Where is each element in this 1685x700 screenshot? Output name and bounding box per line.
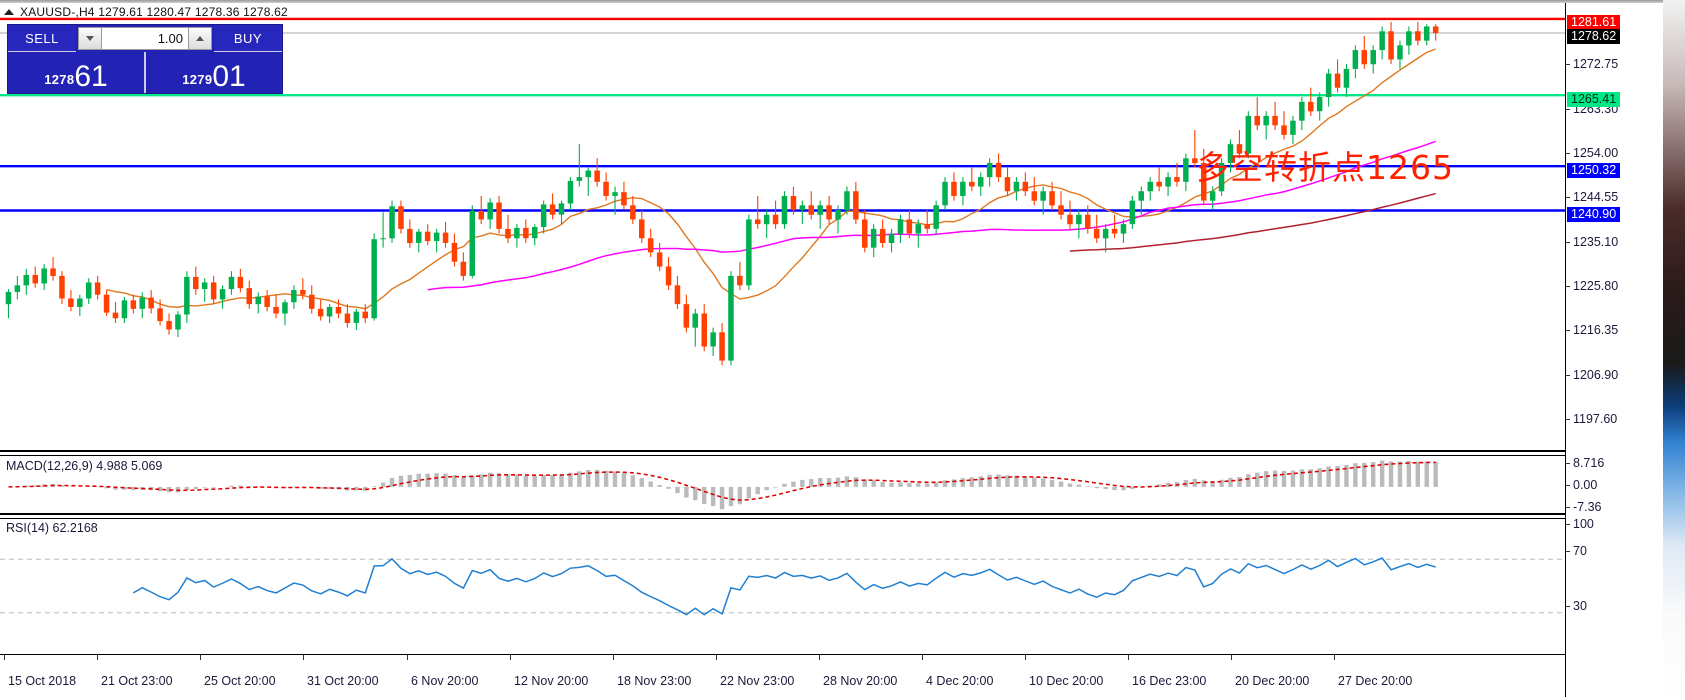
- ma-line-MA-slow: [1069, 192, 1436, 252]
- price-badge-green: 1265.41: [1567, 91, 1621, 107]
- bid-price-prefix: 1278: [44, 72, 75, 87]
- volume-decrement-button[interactable]: [78, 27, 102, 50]
- macd-pane[interactable]: [0, 455, 1565, 515]
- time-axis-label: 15 Oct 2018: [8, 674, 77, 688]
- ma-line-MA-fast: [106, 48, 1436, 310]
- symbol-ohlc-text: XAUUSD-,H4 1279.61 1280.47 1278.36 1278.…: [20, 5, 288, 19]
- price-tick: 1216.35: [1566, 323, 1618, 337]
- price-tick: 1197.60: [1566, 412, 1617, 426]
- rsi-line: [132, 557, 1436, 616]
- volume-input[interactable]: 1.00: [102, 27, 188, 50]
- trade-panel-top-row: SELL 1.00 BUY: [8, 25, 282, 52]
- chevron-down-icon: [86, 36, 94, 41]
- rsi-tick: 70: [1566, 544, 1587, 558]
- time-tick-mark: [510, 655, 511, 660]
- chart-annotation-text: 多空转折点1265: [1196, 148, 1454, 187]
- trade-panel-price-row: 1278 61 1279 01: [8, 52, 282, 93]
- buy-button[interactable]: BUY: [214, 25, 282, 52]
- time-axis-label: 25 Oct 20:00: [204, 674, 276, 688]
- time-axis[interactable]: 15 Oct 2018 21 Oct 23:00 25 Oct 20:00 31 Oc…: [0, 654, 1565, 697]
- time-axis-label: 27 Dec 20:00: [1338, 674, 1413, 688]
- price-axis[interactable]: 1272.75 1263.30 1254.00 1244.55 1235.10 1225.…: [1565, 3, 1663, 697]
- rsi-tick: 30: [1566, 599, 1587, 613]
- macd-signal-line: [8, 461, 1436, 501]
- time-tick-mark: [97, 655, 98, 660]
- price-tick: 1244.55: [1566, 190, 1618, 204]
- time-tick-mark: [4, 655, 5, 660]
- macd-indicator-label: MACD(12,26,9) 4.988 5.069: [6, 459, 163, 473]
- ask-price-prefix: 1279: [182, 72, 213, 87]
- time-tick-mark: [200, 655, 201, 660]
- time-axis-label: 12 Nov 20:00: [514, 674, 589, 688]
- time-tick-mark: [716, 655, 717, 660]
- price-badge-blue: 1240.90: [1567, 207, 1621, 223]
- time-axis-label: 22 Nov 23:00: [720, 674, 795, 688]
- rsi-indicator-label: RSI(14) 62.2168: [6, 521, 98, 535]
- price-tick: 1254.00: [1566, 146, 1618, 160]
- price-badge-black: 1278.62: [1567, 29, 1621, 45]
- macd-tick: -7.36: [1566, 500, 1602, 514]
- time-axis-label: 20 Dec 20:00: [1235, 674, 1310, 688]
- time-tick-mark: [303, 655, 304, 660]
- ma-line-MA-mid: [427, 140, 1436, 291]
- chevron-up-icon: [196, 36, 204, 41]
- time-axis-label: 10 Dec 20:00: [1029, 674, 1104, 688]
- time-tick-mark: [922, 655, 923, 660]
- time-axis-label: 4 Dec 20:00: [926, 674, 994, 688]
- time-axis-label: 21 Oct 23:00: [101, 674, 173, 688]
- time-tick-mark: [1231, 655, 1232, 660]
- volume-stepper[interactable]: 1.00: [78, 27, 212, 50]
- price-tick: 1206.90: [1566, 368, 1618, 382]
- sell-button[interactable]: SELL: [8, 25, 76, 52]
- macd-tick: 8.716: [1566, 456, 1604, 470]
- bid-price[interactable]: 1278 61: [8, 52, 146, 93]
- triangle-up-icon: [4, 9, 14, 15]
- rsi-pane[interactable]: [0, 518, 1565, 654]
- time-axis-label: 31 Oct 20:00: [307, 674, 379, 688]
- price-tick: 1225.80: [1566, 279, 1618, 293]
- price-tick: 1272.75: [1566, 57, 1618, 71]
- symbol-header: XAUUSD-,H4 1279.61 1280.47 1278.36 1278.…: [4, 5, 288, 19]
- time-axis-label: 28 Nov 20:00: [823, 674, 898, 688]
- time-tick-mark: [819, 655, 820, 660]
- axis-spacer: [0, 646, 1565, 654]
- time-tick-mark: [613, 655, 614, 660]
- one-click-trading-panel[interactable]: SELL 1.00 BUY 1278 61 1279 01: [7, 24, 283, 94]
- time-axis-label: 6 Nov 20:00: [411, 674, 479, 688]
- window-edge-strip: [1663, 0, 1685, 700]
- time-axis-label: 16 Dec 23:00: [1132, 674, 1207, 688]
- price-pane[interactable]: [0, 3, 1565, 452]
- ask-price[interactable]: 1279 01: [146, 52, 282, 93]
- bid-price-pips: 61: [74, 60, 108, 93]
- window-top-border: [0, 0, 1685, 3]
- time-tick-mark: [407, 655, 408, 660]
- volume-increment-button[interactable]: [188, 27, 212, 50]
- time-tick-mark: [1128, 655, 1129, 660]
- ask-price-pips: 01: [212, 60, 246, 93]
- time-tick-mark: [1025, 655, 1026, 660]
- price-badge-red: 1281.61: [1567, 15, 1621, 31]
- rsi-tick: 100: [1566, 517, 1594, 531]
- time-tick-mark: [1334, 655, 1335, 660]
- time-axis-label: 18 Nov 23:00: [617, 674, 692, 688]
- price-tick: 1235.10: [1566, 235, 1618, 249]
- macd-tick: 0.00: [1566, 478, 1597, 492]
- price-badge-blue: 1250.32: [1567, 162, 1621, 178]
